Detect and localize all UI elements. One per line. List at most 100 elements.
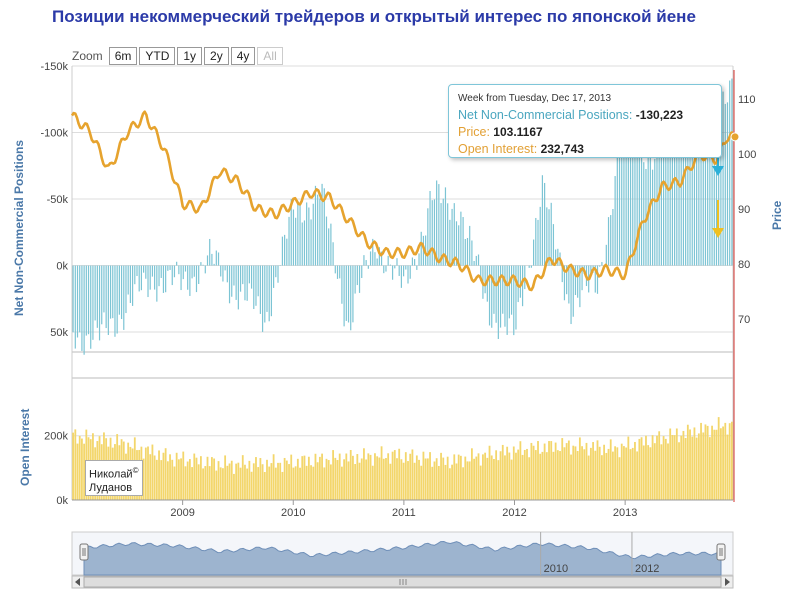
oi-bar (310, 465, 312, 500)
net-bar (174, 266, 175, 278)
oi-bar (392, 452, 394, 500)
oi-bar (255, 457, 257, 500)
oi-bar (535, 450, 537, 500)
net-bar (101, 266, 102, 325)
net-bar (471, 240, 472, 265)
oi-bar (663, 436, 665, 500)
net-bar (507, 266, 508, 335)
oi-bar (315, 454, 317, 500)
oi-bar (683, 431, 685, 500)
oi-bar (319, 457, 321, 500)
net-bar (504, 266, 505, 327)
oi-bar (290, 455, 292, 500)
oi-bar (163, 453, 165, 500)
net-bar (310, 219, 311, 265)
net-bar (537, 220, 538, 266)
net-bar (244, 266, 245, 301)
oi-bar (676, 428, 678, 500)
oi-bar (145, 448, 147, 500)
net-bar (172, 266, 173, 286)
navigator-left-handle[interactable] (80, 544, 88, 560)
net-bar (436, 180, 437, 265)
x-tick-label: 2010 (281, 507, 305, 519)
oi-bar (169, 454, 171, 500)
oi-bar (152, 445, 154, 500)
net-bar (485, 266, 486, 294)
oi-bar (678, 442, 680, 500)
net-bar (346, 266, 347, 321)
net-bar (551, 203, 552, 266)
net-bar (553, 224, 554, 265)
oi-bar (361, 458, 363, 500)
oi-bar (687, 425, 689, 500)
net-bar (374, 252, 375, 265)
oi-bar (240, 468, 242, 500)
net-bar (297, 203, 298, 266)
net-bar (515, 266, 516, 330)
net-bar (143, 266, 144, 273)
oi-bar (74, 429, 76, 500)
net-bar (251, 266, 252, 289)
oi-bar (619, 457, 621, 500)
oi-bar (370, 455, 372, 500)
net-bar (249, 266, 250, 284)
y-tick-label-right: 100 (738, 149, 756, 161)
net-bar (242, 266, 243, 285)
price-marker (731, 133, 739, 141)
oi-bar (218, 461, 220, 500)
net-bar (92, 266, 93, 340)
net-bar (293, 209, 294, 265)
net-bar (348, 266, 349, 323)
net-bar (220, 266, 221, 277)
oi-bar (672, 435, 674, 500)
net-bar (676, 147, 677, 265)
oi-bar (268, 467, 270, 500)
tooltip-net-value: -130,223 (636, 108, 683, 122)
oi-bar (264, 472, 266, 500)
oi-bar (174, 467, 176, 500)
net-bar (451, 209, 452, 266)
oi-bar (209, 466, 211, 500)
net-bar (222, 266, 223, 282)
net-bar (727, 102, 728, 265)
oi-bar (614, 446, 616, 500)
oi-bar (674, 435, 676, 500)
net-bar (478, 255, 479, 266)
navigator-tick-label: 2012 (635, 563, 659, 575)
oi-bar (700, 423, 702, 500)
oi-bar (484, 453, 486, 500)
net-bar (233, 266, 234, 286)
net-bar (643, 162, 644, 265)
oi-bar (711, 426, 713, 500)
oi-bar (405, 452, 407, 500)
net-bar (88, 266, 89, 335)
oi-bar (204, 466, 206, 500)
net-bar (152, 266, 153, 277)
net-bar (106, 266, 107, 329)
oi-bar (460, 456, 462, 500)
oi-bar (517, 450, 519, 500)
oi-bar (226, 466, 228, 500)
oi-bar (394, 450, 396, 500)
net-bar (731, 79, 732, 266)
net-bar (467, 238, 468, 266)
oi-bar (242, 455, 244, 500)
oi-bar (356, 454, 358, 500)
oi-bar (486, 458, 488, 500)
oi-bar (449, 468, 451, 500)
oi-bar (480, 466, 482, 500)
oi-bar (266, 460, 268, 500)
net-bar (158, 266, 159, 287)
net-bar (474, 261, 475, 266)
oi-bar (409, 454, 411, 500)
oi-bar (720, 428, 722, 500)
net-bar (606, 245, 607, 266)
oi-bar (597, 440, 599, 500)
net-bar (266, 266, 267, 312)
oi-bar (389, 464, 391, 500)
net-bar (238, 266, 239, 310)
signature-surname: Луданов (89, 482, 132, 494)
navigator-right-handle[interactable] (717, 544, 725, 560)
oi-bar (259, 458, 261, 500)
net-bar (304, 220, 305, 265)
